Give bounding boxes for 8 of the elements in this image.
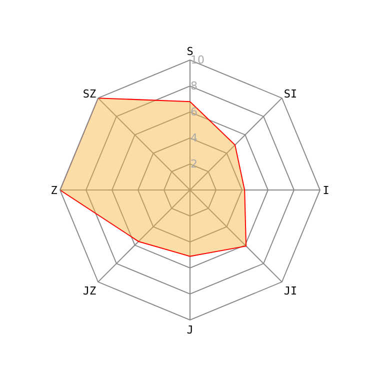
spoke-label: S [186, 45, 194, 58]
spoke-label: SI [284, 87, 298, 100]
spoke-label: SZ [82, 87, 97, 100]
spoke-label: JI [284, 284, 298, 298]
spoke-label: I [322, 184, 330, 197]
spoke-label: J [186, 324, 194, 337]
spoke-label: Z [50, 184, 58, 197]
spoke-label: JZ [82, 284, 97, 298]
